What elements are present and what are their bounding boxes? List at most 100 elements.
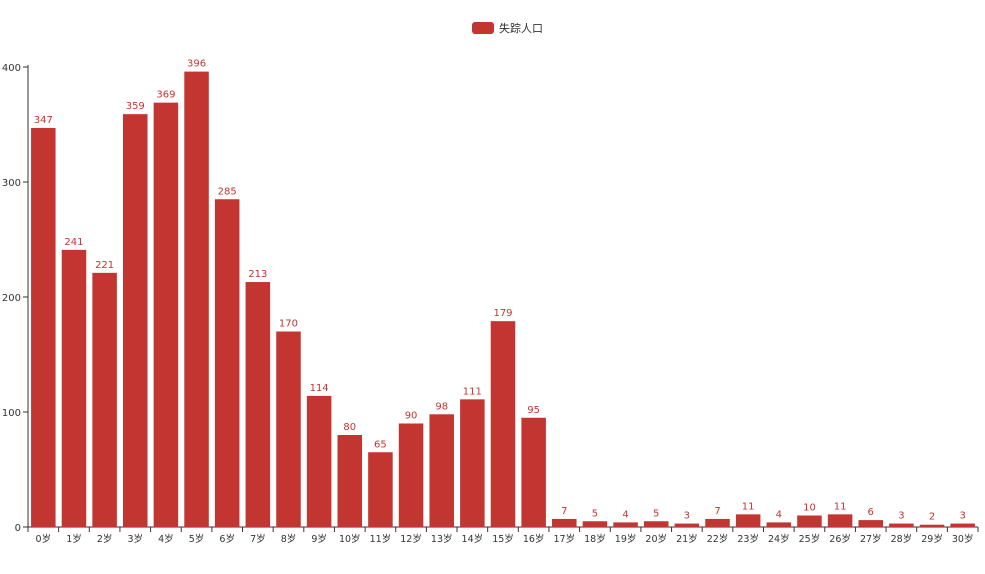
bar-value-label: 5	[653, 508, 659, 519]
bar-value-label: 90	[405, 411, 418, 422]
bar-value-label: 5	[592, 508, 598, 519]
x-tick-label: 11岁	[370, 533, 392, 545]
bar-value-label: 369	[156, 90, 175, 101]
bar	[398, 423, 424, 527]
bar	[521, 417, 546, 527]
bar-value-label: 3	[959, 511, 965, 522]
bar-value-label: 3	[684, 511, 690, 522]
bar	[61, 249, 87, 527]
bar	[214, 199, 240, 527]
x-tick-label: 27岁	[860, 533, 882, 545]
bar-value-label: 6	[868, 507, 874, 518]
y-tick-label: 0	[15, 523, 21, 534]
bar	[31, 127, 56, 527]
bar	[184, 71, 209, 527]
x-tick-label: 15岁	[492, 533, 514, 545]
x-tick-label: 17岁	[553, 533, 575, 545]
x-tick-label: 3岁	[127, 533, 143, 545]
x-tick-label: 5岁	[189, 533, 205, 545]
x-tick-label: 13岁	[431, 533, 453, 545]
bar-value-label: 65	[374, 439, 387, 450]
bar-value-label: 98	[435, 401, 448, 412]
x-tick-label: 6岁	[219, 533, 235, 545]
bar	[643, 521, 669, 527]
bar-value-label: 4	[622, 509, 628, 520]
bar-value-label: 179	[493, 308, 512, 319]
y-tick-label: 200	[2, 293, 21, 304]
y-tick-label: 300	[2, 178, 21, 189]
bar-value-label: 3	[898, 511, 904, 522]
y-tick-label: 400	[2, 63, 21, 74]
x-tick-label: 14岁	[462, 533, 484, 545]
bar	[153, 102, 179, 528]
bar-value-label: 95	[527, 405, 540, 416]
x-tick-label: 22岁	[707, 533, 729, 545]
bar-value-label: 11	[742, 501, 755, 512]
bar-value-label: 359	[126, 101, 145, 112]
bar	[827, 514, 853, 527]
bar	[674, 523, 700, 527]
x-tick-label: 25岁	[799, 533, 821, 545]
x-tick-label: 0岁	[36, 533, 52, 545]
bar	[797, 515, 822, 527]
x-tick-label: 30岁	[952, 533, 974, 545]
x-tick-label: 24岁	[768, 533, 790, 545]
x-tick-label: 7岁	[250, 533, 266, 545]
legend-label: 失踪人口	[499, 22, 543, 35]
bar	[123, 114, 148, 528]
x-tick-label: 29岁	[921, 533, 943, 545]
bar	[429, 414, 454, 527]
bar-value-label: 285	[218, 186, 237, 197]
bar	[950, 523, 975, 527]
bar	[613, 522, 638, 527]
bar	[245, 282, 271, 527]
bar	[582, 521, 608, 527]
x-tick-label: 23岁	[737, 533, 759, 545]
bar-value-label: 11	[834, 501, 847, 512]
x-tick-label: 20岁	[645, 533, 667, 545]
x-tick-label: 16岁	[523, 533, 545, 545]
bar	[92, 272, 117, 527]
bar	[552, 518, 577, 527]
bar	[766, 522, 792, 527]
bar-value-label: 170	[279, 319, 298, 330]
x-tick-label: 1岁	[66, 533, 82, 545]
x-tick-label: 21岁	[676, 533, 698, 545]
bar	[460, 399, 485, 527]
x-tick-label: 9岁	[311, 533, 327, 545]
bar	[306, 395, 332, 527]
bar-value-label: 396	[187, 59, 206, 70]
bar	[889, 523, 914, 527]
x-tick-label: 2岁	[97, 533, 113, 545]
x-tick-label: 19岁	[615, 533, 637, 545]
bar	[735, 514, 761, 527]
bar-value-label: 111	[463, 386, 482, 397]
bar	[337, 435, 363, 527]
bar-value-label: 114	[310, 383, 329, 394]
bar-value-label: 221	[95, 260, 114, 271]
legend[interactable]: 失踪人口	[472, 20, 543, 36]
bar-value-label: 10	[803, 503, 816, 514]
y-tick-label: 100	[2, 408, 21, 419]
x-tick-label: 26岁	[829, 533, 851, 545]
bar-value-label: 213	[248, 269, 267, 280]
x-tick-label: 8岁	[281, 533, 297, 545]
bar	[368, 452, 393, 527]
bar-value-label: 7	[561, 506, 567, 517]
bar	[276, 331, 301, 527]
bar-value-label: 347	[34, 115, 53, 126]
bar-value-label: 2	[929, 512, 935, 523]
bar	[919, 524, 945, 527]
bar-value-label: 241	[64, 237, 83, 248]
bar-value-label: 4	[776, 509, 782, 520]
x-tick-label: 10岁	[339, 533, 361, 545]
bar	[705, 518, 730, 527]
x-tick-label: 4岁	[158, 533, 174, 545]
bar	[490, 321, 516, 527]
x-tick-label: 28岁	[891, 533, 913, 545]
x-tick-label: 18岁	[584, 533, 606, 545]
bar	[858, 520, 883, 527]
x-tick-label: 12岁	[400, 533, 422, 545]
